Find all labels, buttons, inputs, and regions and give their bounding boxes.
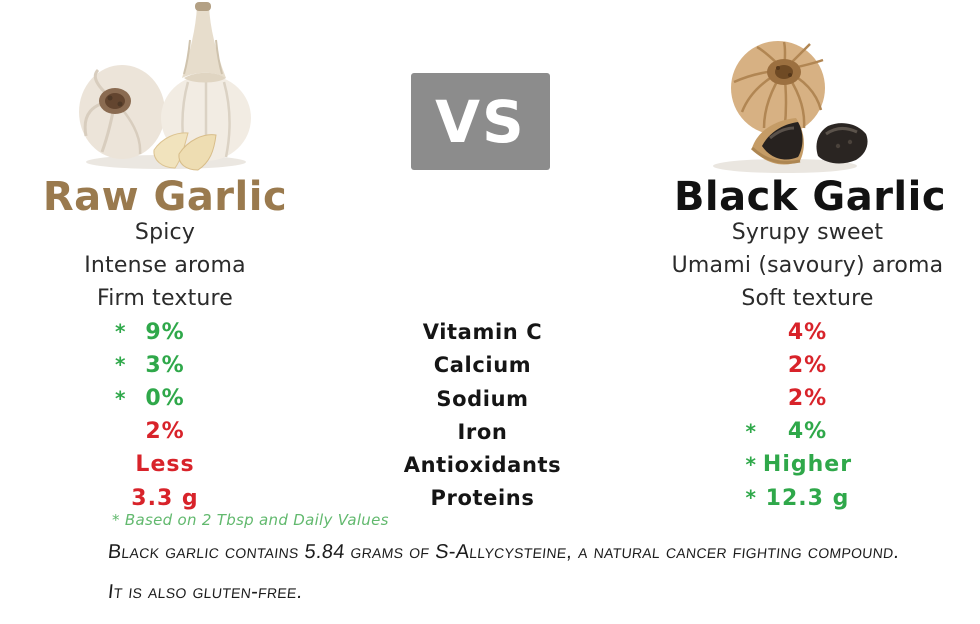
nutrient-left-value: 3.3 g — [131, 485, 199, 511]
fact-line-1: Black garlic contains 5.84 grams of S-Al… — [106, 541, 901, 563]
nutrient-label: Proteins — [430, 486, 535, 511]
nutrient-right-value: * Higher — [745, 452, 853, 478]
nutrient-label: Sodium — [436, 386, 529, 411]
nutrient-left-value: 2% — [145, 419, 185, 445]
trait-spacer — [330, 216, 635, 249]
nutrient-left-value: * 3% — [115, 352, 185, 378]
trait-spacer — [330, 282, 635, 315]
trait-left: Firm texture — [96, 286, 234, 312]
nutrient-right-value: 2% — [787, 386, 828, 412]
nutrient-label: Calcium — [433, 353, 532, 378]
nutrient-right-value: 4% — [787, 319, 828, 345]
raw-garlic-image — [79, 2, 251, 171]
asterisk-mark: * — [745, 419, 756, 444]
nutrient-right-value: * 12.3 g — [745, 485, 850, 511]
nutrient-label: Vitamin C — [422, 320, 543, 345]
asterisk-mark: * — [115, 319, 126, 344]
trait-right: Soft texture — [741, 286, 874, 312]
comparison-table: Spicy Syrupy sweet Intense aroma Umami (… — [0, 216, 980, 515]
asterisk-mark: * — [745, 485, 756, 510]
trait-left: Intense aroma — [84, 253, 246, 279]
asterisk-mark: * — [115, 386, 126, 411]
trait-right: Umami (savoury) aroma — [671, 253, 944, 279]
asterisk-mark: * — [115, 352, 126, 377]
footnote: * Based on 2 Tbsp and Daily Values — [112, 511, 389, 529]
vs-label: VS — [435, 87, 526, 156]
trait-right: Syrupy sweet — [731, 220, 884, 246]
fact-line-2: It is also gluten-free. — [106, 581, 304, 603]
trait-left: Spicy — [134, 220, 196, 246]
nutrient-left-value: * 0% — [115, 386, 185, 412]
facts-block: Black garlic contains 5.84 grams of S-Al… — [106, 541, 978, 621]
nutrient-left-value: * 9% — [115, 319, 185, 345]
asterisk-mark: * — [745, 452, 756, 477]
nutrient-right-value: 2% — [787, 352, 828, 378]
raw-garlic-title: Raw Garlic — [42, 174, 288, 220]
nutrient-label: Iron — [457, 419, 508, 444]
trait-spacer — [330, 249, 635, 282]
black-garlic-image — [713, 41, 868, 173]
nutrient-label: Antioxidants — [403, 452, 562, 477]
black-garlic-title: Black Garlic — [673, 174, 947, 220]
vs-badge: VS — [411, 73, 550, 170]
nutrient-right-value: * 4% — [745, 419, 828, 445]
nutrient-left-value: Less — [135, 452, 195, 478]
